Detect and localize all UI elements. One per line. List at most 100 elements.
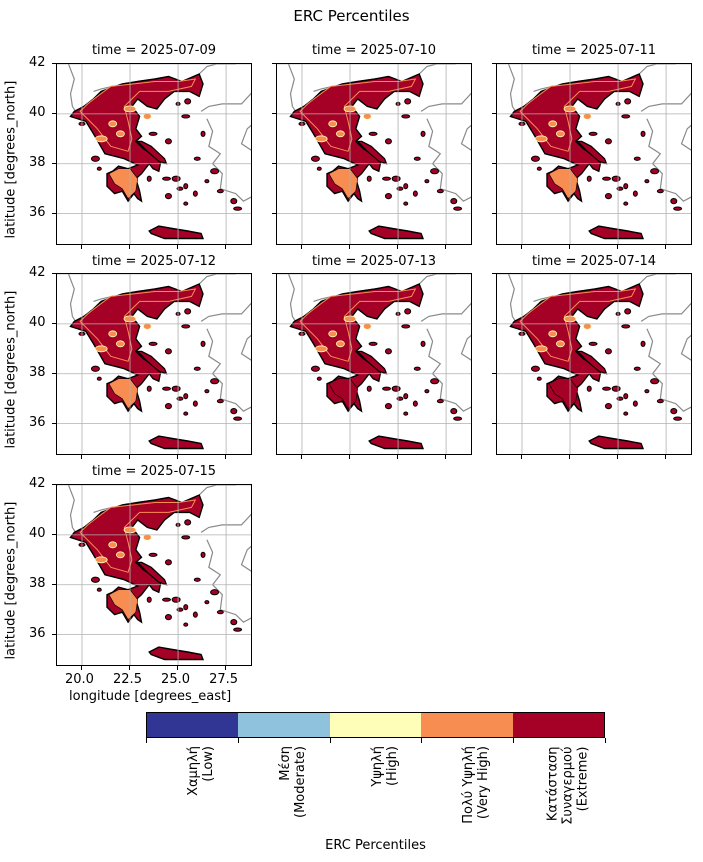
extreme-area — [519, 78, 637, 152]
island-area — [216, 189, 224, 194]
island-area — [356, 140, 388, 165]
island-area — [192, 611, 198, 618]
island-area — [530, 155, 540, 162]
extreme-area — [519, 288, 637, 362]
island-area — [670, 198, 678, 205]
map-panel — [56, 273, 252, 455]
colorbar-tick-mark — [421, 738, 423, 743]
border-line — [638, 64, 676, 75]
island-area — [164, 348, 172, 355]
panel-title: time = 2025-07-15 — [91, 464, 217, 479]
y-tick-mark — [52, 162, 56, 164]
island-area — [413, 366, 421, 371]
island-area — [181, 535, 191, 540]
x-tick-mark — [445, 245, 447, 249]
x-tick-mark — [569, 455, 571, 459]
border-line — [200, 302, 251, 322]
island-area — [200, 340, 206, 347]
y-tick-mark — [272, 322, 276, 324]
border-line — [646, 118, 691, 202]
island-area — [164, 614, 172, 621]
extreme-area — [299, 288, 417, 362]
x-tick-mark — [177, 455, 179, 459]
island-area — [453, 416, 463, 421]
island-area — [588, 341, 598, 346]
island-area — [216, 399, 224, 404]
very-high-spot — [362, 112, 372, 120]
island-area — [368, 131, 378, 136]
very-high-spot — [108, 330, 118, 338]
very-high-spot — [548, 120, 558, 128]
x-tick-mark — [397, 245, 399, 249]
island-area — [650, 168, 660, 175]
very-high-spot — [362, 322, 372, 330]
y-tick-mark — [272, 273, 276, 274]
colorbar-tick-mark — [237, 738, 239, 743]
x-tick-label: 20.0 — [64, 672, 94, 687]
crete-area — [148, 435, 205, 450]
island-area — [633, 366, 641, 371]
border-line — [198, 64, 236, 75]
border-line — [420, 302, 471, 322]
x-tick-mark — [300, 455, 302, 459]
very-high-spot — [116, 130, 125, 138]
x-tick-label: 25.0 — [161, 672, 190, 687]
island-area — [413, 156, 421, 161]
island-area — [183, 622, 189, 627]
y-tick-label: 36 — [29, 625, 46, 641]
x-tick-label: 27.5 — [209, 672, 239, 687]
y-tick-label: 38 — [29, 364, 46, 380]
extreme-area — [79, 288, 197, 362]
island-area — [576, 350, 608, 375]
x-tick-label: 22.5 — [113, 672, 142, 687]
very-high-spot — [94, 345, 108, 353]
very-high-spot — [328, 330, 338, 338]
island-area — [171, 596, 181, 603]
island-area — [162, 597, 172, 602]
y-tick-mark — [52, 273, 56, 274]
colorbar-segment — [421, 713, 513, 737]
border-line — [460, 124, 471, 151]
crete-area — [588, 435, 645, 450]
y-tick-mark — [492, 162, 496, 164]
x-tick-mark — [129, 455, 131, 459]
island-area — [673, 206, 683, 211]
island-area — [424, 179, 430, 184]
very-high-spot — [582, 322, 592, 330]
x-tick-mark — [349, 245, 351, 249]
island-area — [366, 175, 372, 182]
island-area — [604, 193, 612, 200]
very-high-spot — [116, 340, 125, 348]
border-line — [200, 513, 251, 533]
border-line — [206, 328, 251, 412]
island-area — [420, 340, 426, 347]
very-high-spot — [328, 120, 338, 128]
y-tick-mark — [492, 63, 496, 64]
island-area — [181, 114, 191, 119]
island-area — [183, 604, 189, 611]
border-line — [240, 334, 251, 361]
island-area — [382, 386, 392, 391]
island-area — [90, 365, 100, 372]
panel-title: time = 2025-07-10 — [311, 43, 437, 58]
very-high-area — [108, 378, 139, 410]
y-tick-mark — [52, 484, 56, 485]
x-tick-mark — [665, 245, 667, 249]
very-high-area — [108, 589, 139, 621]
border-line — [426, 118, 471, 202]
colorbar-segment — [512, 713, 605, 737]
island-area — [192, 400, 198, 407]
map-svg — [497, 274, 691, 454]
y-tick-label: 38 — [29, 154, 46, 170]
island-area — [536, 166, 542, 171]
island-area — [146, 175, 152, 182]
y-axis-label: latitude [degrees_north] — [3, 501, 19, 660]
island-area — [164, 403, 172, 410]
x-tick-mark — [225, 455, 227, 459]
island-area — [162, 386, 172, 391]
y-tick-label: 36 — [29, 204, 46, 220]
very-high-spot — [142, 322, 152, 330]
y-tick-mark — [492, 422, 496, 424]
very-high-spot — [142, 533, 152, 541]
panel-title: time = 2025-07-11 — [531, 43, 657, 58]
